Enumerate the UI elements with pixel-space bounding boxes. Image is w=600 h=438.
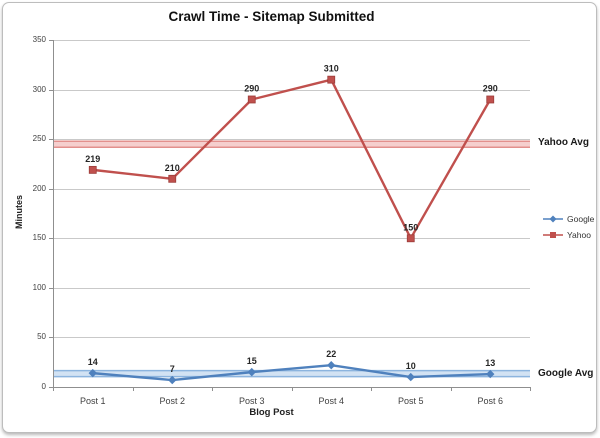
y-axis-tick-label: 100 xyxy=(32,282,46,292)
data-label-yahoo: 290 xyxy=(244,83,259,93)
x-axis-tick-label: Post 6 xyxy=(477,396,503,406)
x-axis-tick-label: Post 2 xyxy=(159,396,185,406)
chart-frame: Crawl Time - Sitemap Submitted Minutes 1… xyxy=(2,2,597,433)
x-axis-title: Blog Post xyxy=(249,407,294,418)
plot-area: 14 7 15 22 10 13 219 210 290 310 150 290 xyxy=(49,40,531,391)
data-point-yahoo xyxy=(247,95,256,104)
data-point-yahoo xyxy=(327,75,336,84)
data-label-yahoo: 219 xyxy=(85,154,100,164)
yahoo-avg-label: Yahoo Avg xyxy=(538,137,589,148)
diamond-marker-icon xyxy=(543,215,563,223)
data-point-google xyxy=(327,360,336,370)
y-axis-tick-label: 150 xyxy=(32,233,46,243)
y-axis-tick-label: 350 xyxy=(32,35,46,44)
data-label-google: 22 xyxy=(326,349,336,359)
series-line-yahoo xyxy=(92,78,492,240)
avg-band-google-avg xyxy=(53,370,530,378)
data-label-google: 10 xyxy=(406,361,416,371)
y-axis-tick-label: 0 xyxy=(41,382,46,391)
data-label-google: 7 xyxy=(170,364,175,374)
data-label-yahoo: 310 xyxy=(324,64,339,74)
data-point-google xyxy=(486,369,495,379)
data-label-google: 14 xyxy=(88,357,98,367)
data-label-yahoo: 290 xyxy=(483,83,498,93)
google-avg-label: Google Avg xyxy=(538,368,594,379)
y-axis-tick-label: 200 xyxy=(32,183,46,193)
y-axis-tick-label: 250 xyxy=(32,134,46,144)
data-point-yahoo xyxy=(168,174,177,183)
data-point-google xyxy=(247,367,256,377)
legend-item-google: Google xyxy=(543,214,594,224)
x-axis-tick-label: Post 4 xyxy=(318,396,344,406)
data-point-google xyxy=(88,368,97,378)
avg-band-yahoo-avg xyxy=(53,140,530,148)
data-label-google: 13 xyxy=(485,358,495,368)
data-point-yahoo xyxy=(88,165,97,174)
y-axis-tick-label: 50 xyxy=(37,332,46,342)
data-label-google: 15 xyxy=(247,356,257,366)
data-point-google xyxy=(406,372,415,382)
legend: Google Yahoo xyxy=(543,214,594,240)
square-marker-icon xyxy=(543,232,563,238)
x-axis-tick-label: Post 1 xyxy=(79,396,106,406)
data-point-yahoo xyxy=(406,234,415,243)
legend-label: Yahoo xyxy=(567,230,591,240)
x-axis-tick-label: Post 5 xyxy=(397,396,424,406)
y-axis-tick-label: 300 xyxy=(32,84,46,94)
series-line-google xyxy=(92,363,491,382)
chart-title: Crawl Time - Sitemap Submitted xyxy=(168,9,375,24)
x-axis-tick-label: Post 3 xyxy=(238,396,265,406)
data-label-yahoo: 150 xyxy=(403,222,418,232)
legend-label: Google xyxy=(567,214,595,224)
data-label-yahoo: 210 xyxy=(165,163,180,173)
legend-item-yahoo: Yahoo xyxy=(543,230,594,240)
data-point-yahoo xyxy=(486,95,495,104)
